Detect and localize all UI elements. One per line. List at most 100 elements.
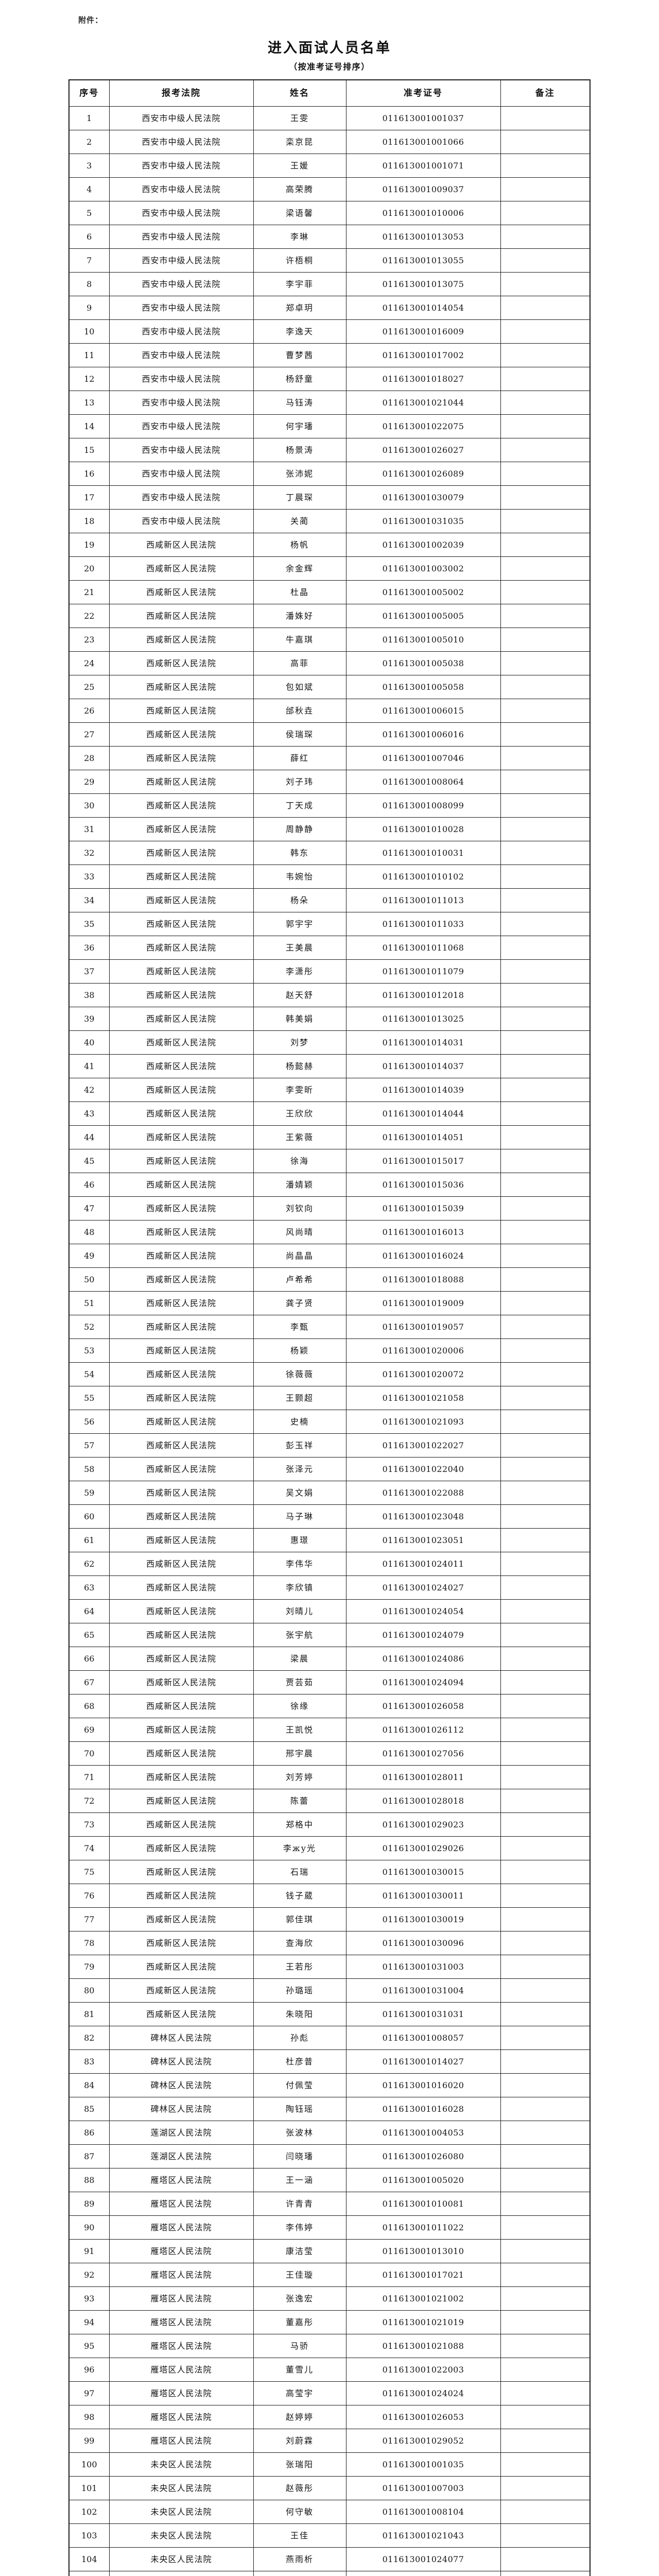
cell-exam-no: 011613001014031 <box>345 1030 501 1055</box>
cell-court: 西咸新区人民法院 <box>109 1101 254 1126</box>
cell-name: 杨懿赫 <box>253 1054 346 1078</box>
cell-index: 47 <box>68 1196 110 1221</box>
table-row: 62 西咸新区人民法院 李伟华 011613001024011 <box>68 1552 591 1576</box>
table-row: 63 西咸新区人民法院 李欣镇 011613001024027 <box>68 1575 591 1600</box>
table-row: 9 西安市中级人民法院 郑卓玥 011613001014054 <box>68 296 591 320</box>
cell-exam-no: 011613001029023 <box>345 1812 501 1837</box>
cell-note <box>500 770 591 794</box>
cell-note <box>500 2263 591 2287</box>
table-row: 105未央区人民法院司青011613001026028 <box>68 2571 591 2576</box>
cell-index: 53 <box>68 1338 110 1363</box>
table-row: 3 西安市中级人民法院 王媛 011613001001071 <box>68 154 591 178</box>
table-row: 83 碑林区人民法院 杜彦普 011613001014027 <box>68 2049 591 2074</box>
cell-name: 梁语馨 <box>253 201 346 225</box>
cell-exam-no: 011613001011033 <box>345 912 501 936</box>
cell-exam-no: 011613001007046 <box>345 746 501 770</box>
cell-court: 碑林区人民法院 <box>109 2073 254 2097</box>
cell-exam-no: 011613001013075 <box>345 272 501 296</box>
cell-exam-no: 011613001030019 <box>345 1907 501 1931</box>
cell-court: 西安市中级人民法院 <box>109 248 254 273</box>
cell-exam-no: 011613001029052 <box>345 2429 501 2453</box>
cell-name: 尚晶晶 <box>253 1244 346 1268</box>
cell-note <box>500 1552 591 1576</box>
cell-exam-no: 011613001023051 <box>345 1528 501 1552</box>
cell-court: 雁塔区人民法院 <box>109 2405 254 2429</box>
cell-court: 西咸新区人民法院 <box>109 1623 254 1647</box>
cell-court: 西咸新区人民法院 <box>109 1030 254 1055</box>
cell-index: 75 <box>68 1860 110 1884</box>
table-row: 16 西安市中级人民法院 张沛妮 011613001026089 <box>68 462 591 486</box>
cell-note <box>500 1718 591 1742</box>
table-row: 52 西咸新区人民法院 李甄 011613001019057 <box>68 1315 591 1339</box>
cell-name: 李欣镇 <box>253 1575 346 1600</box>
cell-index: 69 <box>68 1718 110 1742</box>
table-row: 99 雁塔区人民法院 刘蔚霖 011613001029052 <box>68 2429 591 2453</box>
cell-court: 雁塔区人民法院 <box>109 2286 254 2311</box>
table-row: 53 西咸新区人民法院 杨颖 011613001020006 <box>68 1338 591 1363</box>
cell-name: 杨朵 <box>253 888 346 912</box>
cell-index: 58 <box>68 1457 110 1481</box>
cell-exam-no: 011613001024054 <box>345 1599 501 1623</box>
cell-court: 西咸新区人民法院 <box>109 1291 254 1315</box>
cell-name: 高莹宇 <box>253 2381 346 2405</box>
cell-court: 西咸新区人民法院 <box>109 699 254 723</box>
cell-exam-no: 011613001001035 <box>345 2452 501 2477</box>
cell-index: 61 <box>68 1528 110 1552</box>
cell-exam-no: 011613001026080 <box>345 2144 501 2168</box>
cell-index: 59 <box>68 1481 110 1505</box>
cell-name: 燕雨析 <box>253 2547 346 2571</box>
cell-exam-no: 011613001021019 <box>345 2310 501 2334</box>
cell-note <box>500 296 591 320</box>
cell-court: 西咸新区人民法院 <box>109 1362 254 1386</box>
cell-note <box>500 1315 591 1339</box>
cell-court: 西咸新区人民法院 <box>109 1007 254 1031</box>
cell-court: 西咸新区人民法院 <box>109 1078 254 1102</box>
cell-court: 碑林区人民法院 <box>109 2097 254 2121</box>
column-header-note: 备注 <box>500 79 591 107</box>
cell-court: 西咸新区人民法院 <box>109 865 254 889</box>
cell-court: 西咸新区人民法院 <box>109 1694 254 1718</box>
cell-note <box>500 1599 591 1623</box>
table-row: 42 西咸新区人民法院 李雯昕 011613001014039 <box>68 1078 591 1102</box>
cell-index: 19 <box>68 533 110 557</box>
cell-name: 李жу光 <box>253 1836 346 1860</box>
cell-name: 郑格中 <box>253 1812 346 1837</box>
cell-index: 77 <box>68 1907 110 1931</box>
cell-exam-no: 011613001030079 <box>345 485 501 510</box>
cell-court: 未央区人民法院 <box>109 2571 254 2576</box>
table-row: 48 西咸新区人民法院 风尚晴 011613001016013 <box>68 1220 591 1244</box>
cell-name: 杨帆 <box>253 533 346 557</box>
table-row: 82 碑林区人民法院 孙彪 011613001008057 <box>68 2026 591 2050</box>
cell-note <box>500 1433 591 1458</box>
cell-note <box>500 1054 591 1078</box>
cell-name: 马骄 <box>253 2334 346 2358</box>
table-row: 102 未央区人民法院 何守敏 011613001008104 <box>68 2500 591 2524</box>
cell-exam-no: 011613001022088 <box>345 1481 501 1505</box>
cell-note <box>500 1860 591 1884</box>
table-row: 41 西咸新区人民法院 杨懿赫 011613001014037 <box>68 1054 591 1078</box>
cell-note <box>500 391 591 415</box>
cell-exam-no: 011613001026053 <box>345 2405 501 2429</box>
cell-name: 马子琳 <box>253 1504 346 1529</box>
cell-exam-no: 011613001026058 <box>345 1694 501 1718</box>
cell-name: 付佩莹 <box>253 2073 346 2097</box>
cell-exam-no: 011613001019057 <box>345 1315 501 1339</box>
cell-exam-no: 011613001030011 <box>345 1884 501 1908</box>
cell-name: 王颢超 <box>253 1386 346 1410</box>
cell-exam-no: 011613001031003 <box>345 1955 501 1979</box>
cell-index: 3 <box>68 154 110 178</box>
cell-name: 邢宇晨 <box>253 1741 346 1766</box>
cell-court: 西咸新区人民法院 <box>109 1647 254 1671</box>
cell-court: 西咸新区人民法院 <box>109 983 254 1007</box>
cell-index: 104 <box>68 2547 110 2571</box>
cell-name: 卢希希 <box>253 1267 346 1292</box>
cell-note <box>500 2049 591 2074</box>
cell-exam-no: 011613001011022 <box>345 2215 501 2240</box>
table-row: 44 西咸新区人民法院 王紫薇 011613001014051 <box>68 1125 591 1149</box>
table-row: 36 西咸新区人民法院 王美晨 011613001011068 <box>68 936 591 960</box>
cell-name: 徐海 <box>253 1149 346 1173</box>
cell-name: 关蔺 <box>253 509 346 533</box>
cell-exam-no: 011613001016020 <box>345 2073 501 2097</box>
cell-index: 79 <box>68 1955 110 1979</box>
cell-exam-no: 011613001005005 <box>345 604 501 628</box>
